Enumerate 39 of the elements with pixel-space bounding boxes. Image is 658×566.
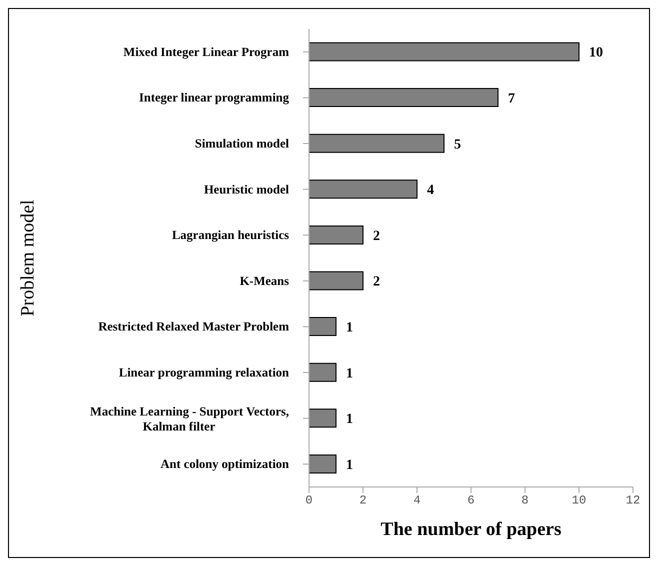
data-label: 10 bbox=[589, 46, 603, 61]
y-tick-label: Restricted Relaxed Master Problem bbox=[98, 320, 290, 334]
y-tick-label: Simulation model bbox=[194, 136, 290, 150]
x-tick-label: 8 bbox=[521, 494, 529, 508]
bar bbox=[309, 42, 580, 62]
bar bbox=[309, 362, 336, 382]
x-tick-label: 4 bbox=[413, 494, 421, 508]
data-label: 2 bbox=[373, 228, 380, 244]
bar bbox=[309, 317, 336, 336]
y-tick-label: Ant colony optimization bbox=[160, 457, 290, 472]
y-tick-label: Mixed Integer Linear Program bbox=[123, 44, 290, 59]
x-tick-label: 12 bbox=[626, 494, 640, 508]
data-label: 1 bbox=[346, 320, 353, 336]
data-label: 2 bbox=[373, 274, 380, 290]
y-tick-label: Machine Learning - Support Vectors, Kalman filter bbox=[90, 404, 289, 434]
bar bbox=[309, 271, 364, 290]
data-label: 1 bbox=[346, 458, 353, 473]
y-tick-label: K-Means bbox=[240, 274, 290, 288]
data-label: 5 bbox=[454, 137, 461, 152]
x-axis-title: The number of papers bbox=[380, 519, 562, 540]
x-tick-label: 0 bbox=[305, 494, 313, 508]
bar bbox=[309, 180, 418, 199]
bar bbox=[309, 134, 444, 153]
y-tick-label: Integer linear programming bbox=[139, 90, 290, 105]
bar bbox=[309, 225, 364, 244]
bar bbox=[309, 88, 498, 108]
x-tick-label: 6 bbox=[467, 494, 475, 508]
bar bbox=[309, 454, 336, 474]
x-tick-label: 10 bbox=[572, 494, 586, 508]
y-tick-label: Lagrangian heuristics bbox=[172, 228, 290, 242]
data-label: 1 bbox=[346, 366, 353, 382]
data-label: 1 bbox=[346, 412, 353, 428]
data-label: 7 bbox=[508, 92, 515, 107]
x-tick-label: 2 bbox=[359, 494, 367, 508]
y-tick-label: Linear programming relaxation bbox=[118, 366, 290, 380]
bar bbox=[309, 408, 336, 428]
y-tick-label: Heuristic model bbox=[204, 182, 290, 196]
y-axis-title: Problem model bbox=[18, 200, 39, 316]
data-label: 4 bbox=[427, 183, 434, 198]
